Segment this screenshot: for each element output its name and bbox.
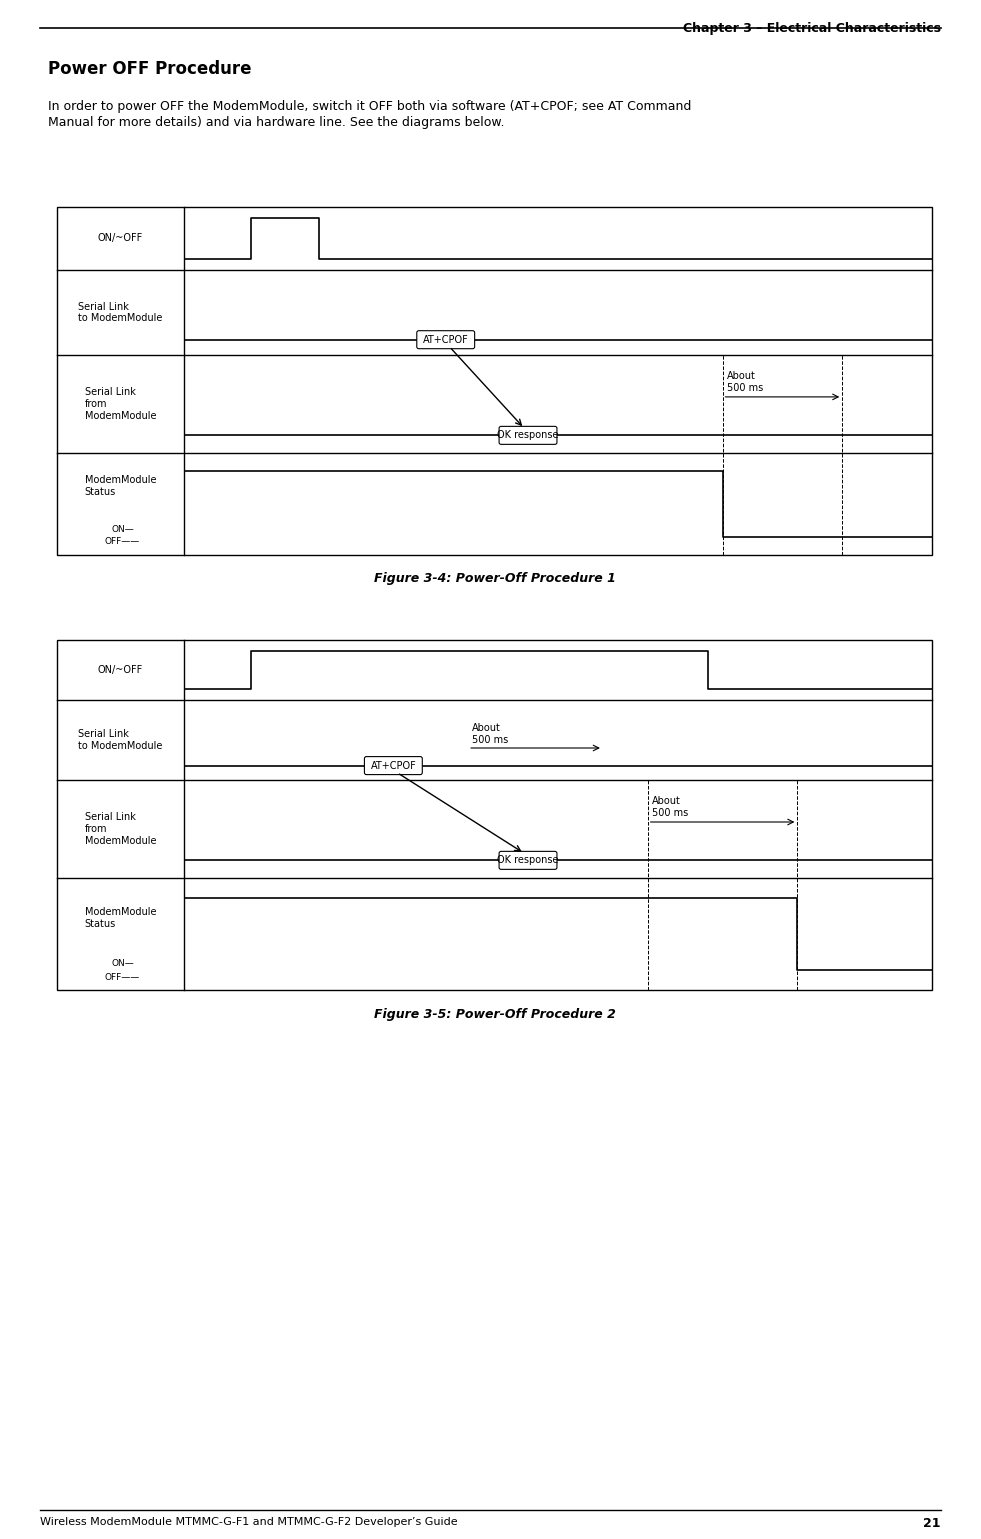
Text: About
500 ms: About 500 ms (472, 723, 508, 745)
Text: Serial Link
to ModemModule: Serial Link to ModemModule (78, 729, 163, 751)
Text: AT+CPOF: AT+CPOF (423, 334, 469, 345)
Bar (57, 640, 932, 990)
FancyBboxPatch shape (499, 426, 557, 445)
FancyBboxPatch shape (499, 851, 557, 870)
Text: In order to power OFF the ModemModule, switch it OFF both via software (AT+CPOF;: In order to power OFF the ModemModule, s… (48, 100, 692, 112)
Text: Chapter 3 – Electrical Characteristics: Chapter 3 – Electrical Characteristics (683, 22, 941, 35)
Text: Figure 3-5: Power-Off Procedure 2: Figure 3-5: Power-Off Procedure 2 (374, 1008, 615, 1020)
Text: Manual for more details) and via hardware line. See the diagrams below.: Manual for more details) and via hardwar… (48, 115, 504, 129)
Text: Serial Link
from
ModemModule: Serial Link from ModemModule (84, 813, 156, 845)
Text: OFF——: OFF—— (105, 973, 140, 982)
Text: ON—: ON— (111, 959, 133, 968)
Text: 21: 21 (923, 1517, 941, 1530)
FancyBboxPatch shape (417, 331, 475, 349)
Text: OK response: OK response (497, 856, 559, 865)
Text: ON—: ON— (111, 525, 133, 534)
Text: Figure 3-4: Power-Off Procedure 1: Figure 3-4: Power-Off Procedure 1 (374, 573, 615, 585)
Text: Power OFF Procedure: Power OFF Procedure (48, 60, 251, 78)
Text: ON/~OFF: ON/~OFF (98, 665, 143, 676)
Text: About
500 ms: About 500 ms (727, 371, 763, 392)
Text: ModemModule
Status: ModemModule Status (84, 476, 156, 497)
Text: About
500 ms: About 500 ms (651, 796, 688, 819)
Bar (57, 208, 932, 556)
Text: ON/~OFF: ON/~OFF (98, 234, 143, 243)
Text: Serial Link
to ModemModule: Serial Link to ModemModule (78, 302, 163, 323)
FancyBboxPatch shape (364, 757, 422, 774)
Text: AT+CPOF: AT+CPOF (371, 760, 416, 771)
Text: Wireless ModemModule MTMMC-G-F1 and MTMMC-G-F2 Developer’s Guide: Wireless ModemModule MTMMC-G-F1 and MTMM… (40, 1517, 457, 1527)
Text: OFF——: OFF—— (105, 537, 140, 546)
Text: OK response: OK response (497, 431, 559, 440)
Text: ModemModule
Status: ModemModule Status (84, 906, 156, 930)
Text: Serial Link
from
ModemModule: Serial Link from ModemModule (84, 388, 156, 420)
